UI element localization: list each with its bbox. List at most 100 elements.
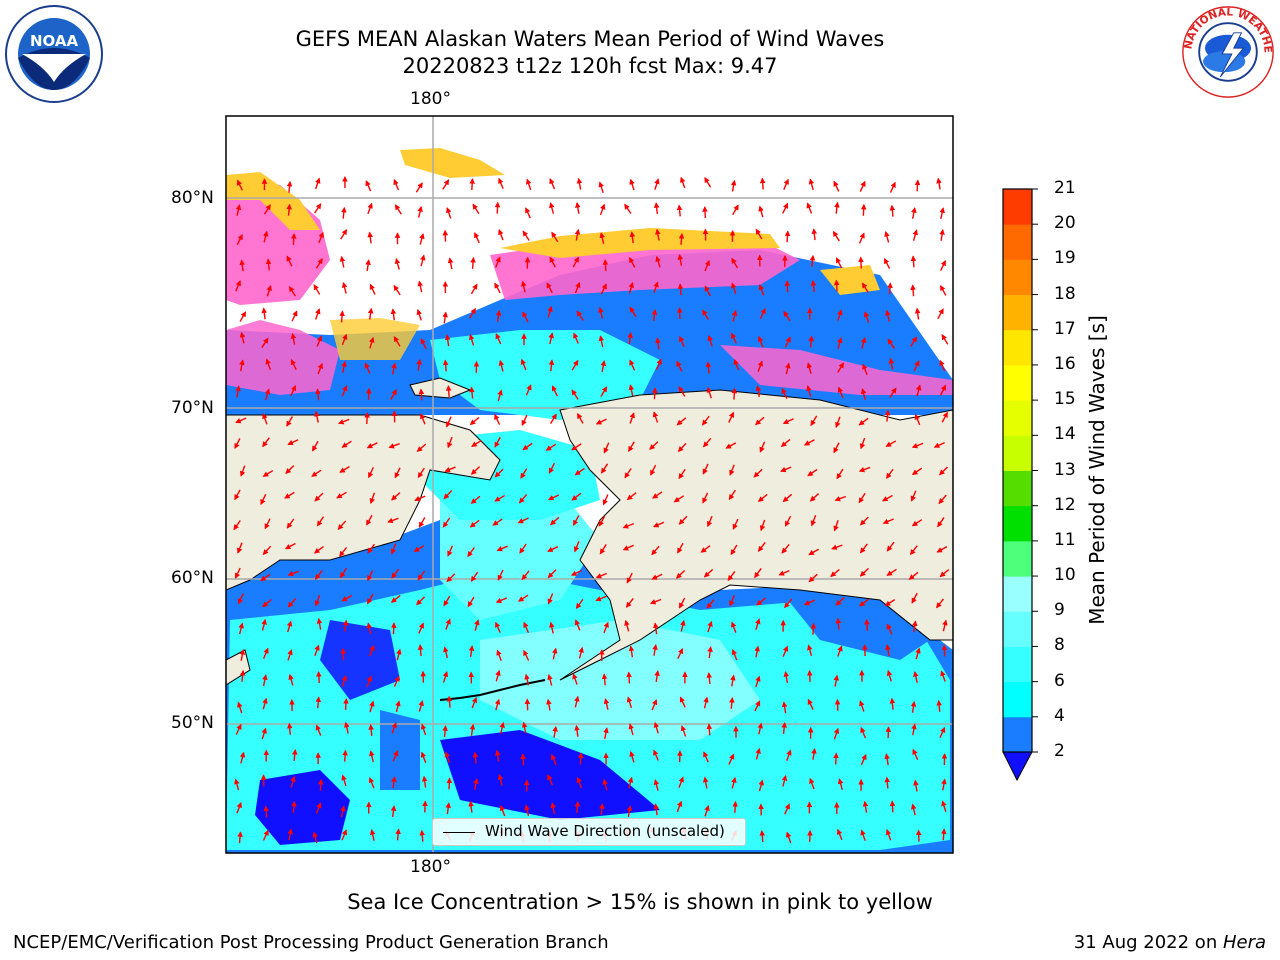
wind-arrow: [239, 359, 245, 372]
wind-arrow: [261, 307, 268, 320]
wind-arrow: [233, 520, 241, 531]
wind-arrow: [521, 570, 530, 581]
wind-arrow: [340, 647, 346, 660]
wind-arrow: [261, 337, 269, 348]
wind-arrow: [757, 335, 764, 348]
wind-arrow: [549, 413, 557, 425]
wind-arrow: [914, 179, 921, 192]
wind-arrow: [911, 207, 917, 219]
wind-arrow: [603, 727, 609, 740]
wind-arrow: [417, 205, 423, 218]
wind-arrow: [656, 358, 662, 370]
wind-arrow: [654, 670, 660, 682]
wind-arrow: [889, 387, 897, 398]
wind-arrow: [367, 570, 374, 582]
wind-arrow: [291, 800, 297, 813]
wind-arrow: [704, 259, 710, 272]
wind-arrow: [629, 412, 635, 424]
wind-arrow: [652, 411, 659, 423]
wind-arrow: [444, 334, 451, 347]
wind-arrow: [265, 258, 272, 271]
wind-arrow: [495, 621, 501, 633]
wind-arrow: [888, 357, 895, 370]
wind-arrow: [239, 259, 245, 272]
wind-arrow: [262, 469, 274, 477]
wind-arrow: [732, 204, 739, 216]
wind-arrow: [316, 335, 323, 347]
wind-arrow: [548, 462, 556, 474]
wind-arrow: [442, 359, 449, 372]
wind-arrow: [369, 336, 375, 349]
wind-arrow: [808, 548, 820, 556]
wind-arrow: [417, 467, 425, 479]
wind-arrow: [782, 493, 793, 503]
wind-arrow: [757, 722, 763, 735]
lat-label-80: 80°N: [171, 188, 214, 208]
wind-arrow: [341, 829, 348, 841]
wind-arrow: [679, 176, 686, 189]
wind-arrow: [833, 279, 840, 292]
wind-arrow: [626, 572, 633, 584]
graticule: [226, 116, 953, 853]
wind-arrow: [601, 673, 608, 686]
wind-arrow: [551, 754, 557, 766]
wind-arrow: [290, 384, 297, 397]
wind-arrow: [446, 777, 453, 790]
wind-arrow: [262, 230, 269, 243]
wind-arrow: [883, 258, 891, 269]
wind-arrow: [678, 468, 686, 480]
wind-arrow: [858, 417, 869, 426]
wind-arrow: [649, 598, 662, 605]
wind-arrow: [628, 441, 635, 453]
wind-arrow: [836, 468, 844, 480]
wind-arrow: [317, 362, 323, 375]
wind-arrow: [469, 723, 476, 736]
colorbar-cell: [1003, 224, 1032, 260]
wind-arrow: [467, 547, 475, 558]
wind-arrow: [415, 182, 423, 193]
wind-arrow: [758, 779, 764, 792]
wind-arrow: [863, 311, 870, 323]
wind-arrow: [367, 231, 373, 244]
wind-arrow: [912, 748, 919, 760]
wind-arrow: [626, 492, 637, 501]
wind-arrow: [730, 179, 737, 192]
wind-arrow: [884, 753, 890, 766]
colorbar-tick-label: 9: [1054, 600, 1065, 621]
wind-arrow: [653, 202, 660, 215]
wind-arrow: [574, 619, 581, 631]
wind-arrow: [420, 751, 427, 764]
wind-arrow: [417, 570, 426, 581]
wind-arrow: [442, 179, 450, 190]
wind-arrow: [262, 674, 268, 687]
wind-arrow: [886, 541, 895, 552]
wind-arrow: [393, 675, 400, 687]
wind-arrow: [595, 572, 608, 579]
wind-arrow: [936, 699, 942, 712]
wind-arrow: [315, 802, 322, 814]
wind-arrow: [602, 494, 609, 506]
wind-arrow: [939, 359, 946, 372]
wind-arrow: [629, 231, 636, 244]
wind-arrow: [496, 545, 508, 552]
colorbar-cell: [1003, 681, 1032, 718]
wind-arrow: [390, 622, 397, 635]
wind-arrow: [499, 804, 506, 817]
wind-arrow: [781, 544, 790, 554]
wind-arrow: [860, 726, 867, 739]
wind-arrow: [622, 522, 635, 529]
lon-label-bottom: 180°: [410, 857, 451, 877]
wind-arrow: [757, 360, 763, 372]
wind-arrow: [266, 284, 272, 297]
wind-arrow: [627, 332, 633, 345]
wind-arrow: [884, 231, 890, 243]
wind-arrow: [473, 778, 479, 790]
alaska-land: [559, 389, 953, 681]
wind-arrow: [786, 749, 792, 761]
wind-arrow: [237, 701, 243, 714]
wind-arrow: [234, 567, 241, 579]
wind-arrow: [911, 519, 923, 527]
wind-arrow: [315, 696, 322, 709]
wind-arrow: [702, 492, 709, 504]
